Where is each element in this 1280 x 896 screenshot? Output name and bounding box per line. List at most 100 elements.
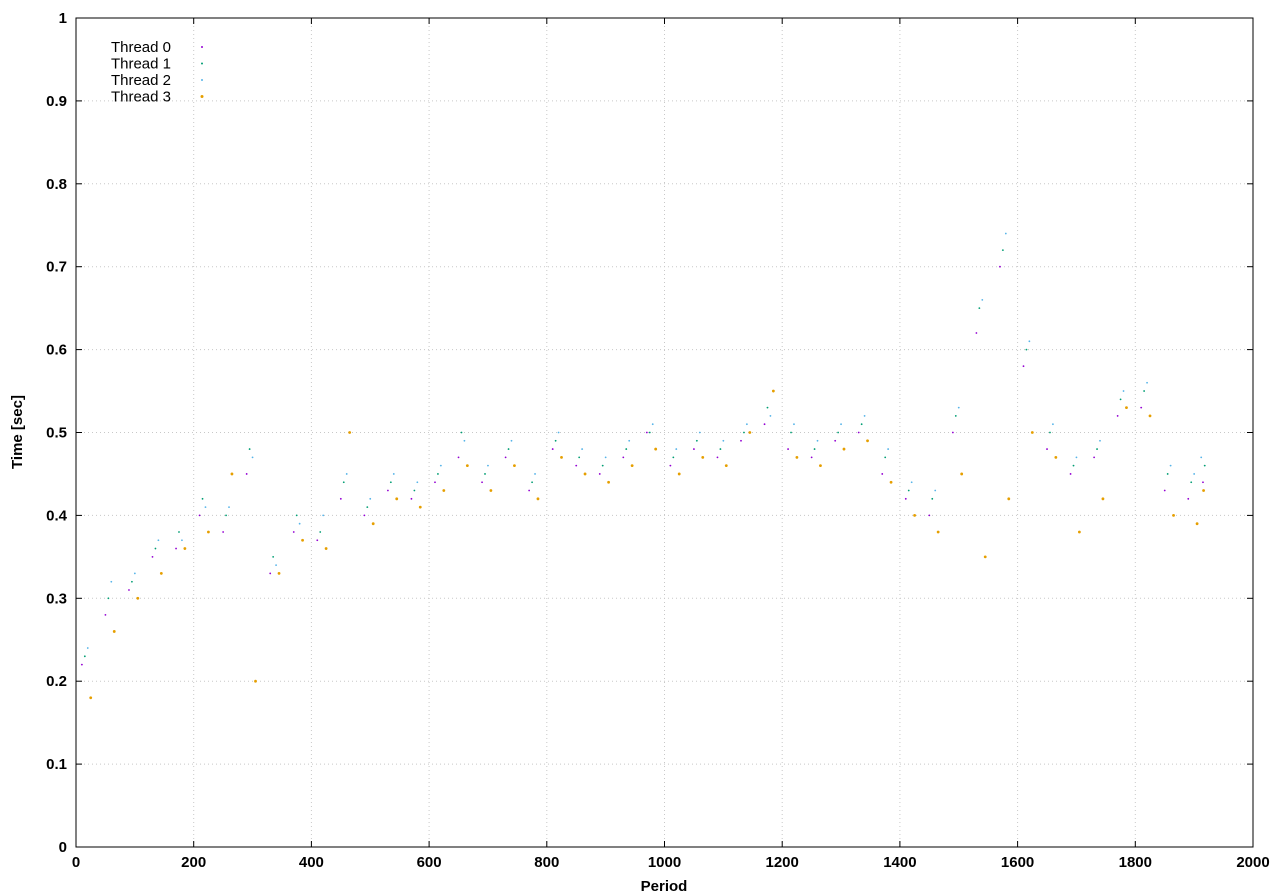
data-point <box>1148 414 1152 418</box>
data-point <box>489 489 493 492</box>
data-point <box>857 431 860 434</box>
y-axis-ticks: 0 0.1 0.2 0.3 0.4 0.5 0.6 0.7 0.8 0.9 1 <box>46 10 1253 856</box>
data-point <box>904 497 907 500</box>
grid-lines <box>76 18 1253 847</box>
data-point <box>769 415 772 417</box>
data-point <box>1099 439 1101 442</box>
data-point <box>837 431 840 434</box>
data-point <box>1046 448 1048 450</box>
data-point <box>395 497 399 501</box>
data-point <box>1140 406 1143 409</box>
data-point <box>598 473 601 475</box>
data-point <box>716 456 719 459</box>
data-point <box>928 514 931 517</box>
data-point <box>89 696 93 700</box>
legend-label: Thread 3 <box>111 89 171 106</box>
data-point <box>112 630 116 633</box>
data-point <box>701 455 705 459</box>
data-point <box>693 448 695 450</box>
data-point <box>345 473 348 475</box>
data-point <box>1116 415 1119 417</box>
legend-marker <box>200 95 204 98</box>
data-point <box>366 506 369 509</box>
data-point <box>740 439 742 442</box>
data-point <box>128 589 130 591</box>
data-point <box>1093 456 1096 459</box>
legend-label: Thread 2 <box>111 72 171 89</box>
y-tick-label: 0.9 <box>46 93 67 110</box>
data-point <box>439 464 442 467</box>
legend-label: Thread 1 <box>111 56 171 73</box>
data-point <box>719 448 722 450</box>
data-point <box>813 448 816 450</box>
data-point <box>410 497 413 500</box>
data-point <box>316 539 319 542</box>
data-point <box>319 531 322 533</box>
data-point <box>1049 431 1051 434</box>
legend-label: Thread 0 <box>111 39 171 56</box>
data-point <box>277 572 281 575</box>
data-point <box>910 481 913 484</box>
data-point <box>230 472 234 476</box>
data-point <box>957 406 960 409</box>
data-point <box>387 489 389 492</box>
data-point <box>698 431 701 434</box>
data-point <box>625 448 628 450</box>
data-point <box>1030 431 1034 434</box>
data-point <box>131 580 133 583</box>
data-point <box>457 456 460 459</box>
data-point <box>1028 340 1031 343</box>
x-tick-label: 600 <box>417 854 442 871</box>
data-point <box>392 473 395 475</box>
x-tick-label: 1400 <box>883 854 916 871</box>
y-tick-label: 0.3 <box>46 590 67 607</box>
data-point <box>434 481 436 484</box>
data-point <box>413 489 416 492</box>
data-point <box>80 663 83 666</box>
data-point <box>275 564 277 567</box>
data-point <box>860 423 863 426</box>
series-3 <box>89 389 1205 700</box>
data-point <box>787 448 789 450</box>
data-point <box>695 439 698 442</box>
data-point <box>645 431 648 434</box>
data-point <box>557 431 560 434</box>
data-point <box>960 472 964 476</box>
data-point <box>999 265 1001 268</box>
data-point <box>183 547 187 550</box>
data-point <box>934 489 937 492</box>
data-point <box>342 481 345 484</box>
data-point <box>198 514 201 517</box>
data-point <box>1001 249 1004 252</box>
data-point <box>795 455 799 459</box>
data-point <box>840 423 842 426</box>
y-tick-label: 0.4 <box>46 507 68 524</box>
data-point <box>816 439 819 442</box>
data-point <box>301 538 304 542</box>
x-tick-label: 1600 <box>1001 854 1034 871</box>
data-point <box>745 423 748 426</box>
data-point <box>551 448 554 450</box>
data-point <box>1096 448 1098 450</box>
data-point <box>531 481 533 484</box>
x-tick-label: 800 <box>534 854 559 871</box>
data-point <box>324 547 328 550</box>
data-point <box>884 456 887 459</box>
data-point <box>1200 456 1203 459</box>
data-point <box>222 531 225 533</box>
data-point <box>1022 365 1025 368</box>
legend-marker <box>201 79 203 81</box>
data-point <box>983 555 987 559</box>
data-point <box>460 431 463 434</box>
data-point <box>1193 473 1196 475</box>
data-point <box>154 547 157 550</box>
data-point <box>416 481 419 484</box>
data-point <box>201 497 204 500</box>
x-axis-title: Period <box>641 878 688 895</box>
data-point <box>672 456 675 459</box>
data-point <box>348 431 352 434</box>
data-point <box>389 481 392 484</box>
data-point <box>1143 390 1146 392</box>
data-point <box>881 473 884 475</box>
